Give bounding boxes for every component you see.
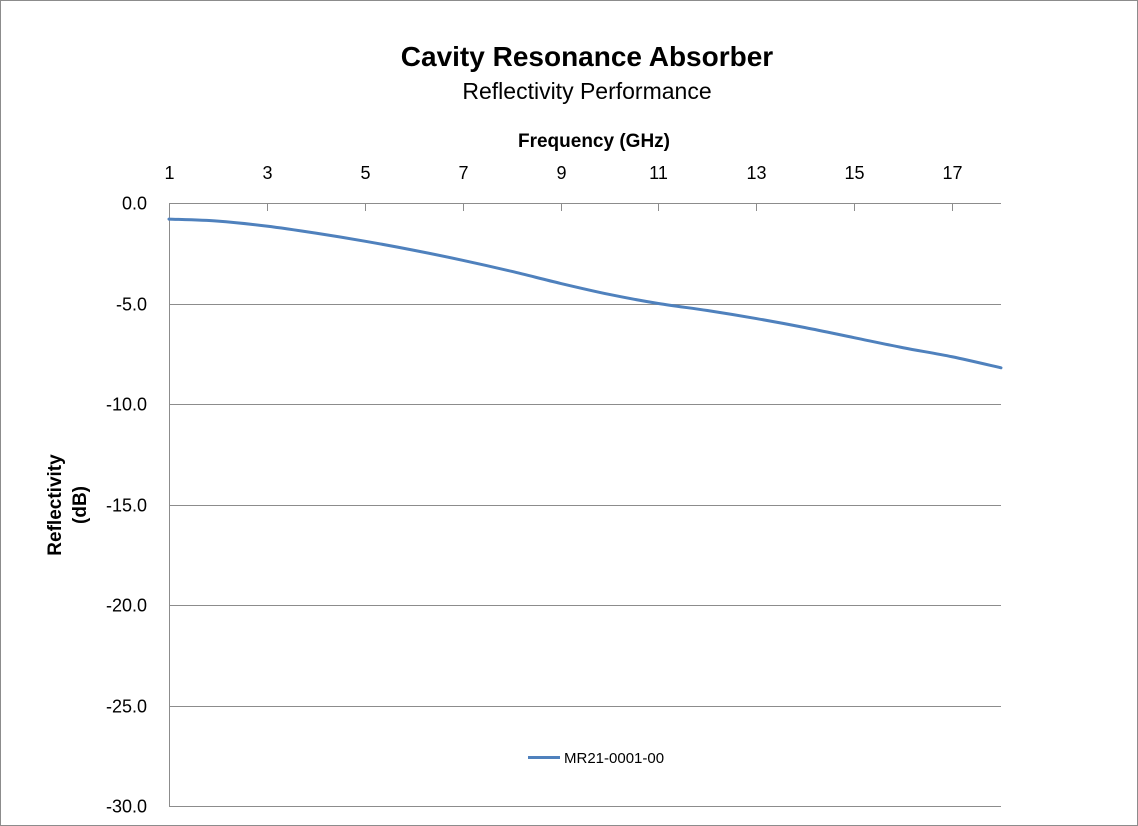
x-tick-label: 11 bbox=[649, 163, 668, 183]
y-tick-label: 0.0 bbox=[122, 194, 147, 214]
y-tick-label: -15.0 bbox=[106, 496, 147, 516]
y-tick-label: -30.0 bbox=[106, 797, 147, 817]
chart-title: Cavity Resonance Absorber bbox=[401, 41, 774, 72]
y-tick-label: -25.0 bbox=[106, 697, 147, 717]
x-tick-label: 9 bbox=[556, 163, 566, 183]
grid bbox=[169, 203, 1001, 807]
x-tick-label: 17 bbox=[942, 163, 962, 183]
y-axis-title-line-2: (dB) bbox=[70, 486, 91, 524]
axes: 0.0-5.0-10.0-15.0-20.0-25.0-30.01 3 5 7 9 11 1… bbox=[106, 163, 963, 817]
y-tick-label: -20.0 bbox=[106, 596, 147, 616]
series-line bbox=[167, 217, 1003, 370]
series-layer bbox=[167, 217, 1003, 370]
legend-label: MR21-0001-00 bbox=[564, 750, 664, 767]
y-axis-title: Reflectivity (dB) bbox=[45, 454, 91, 556]
x-tick-label: 13 bbox=[746, 163, 766, 183]
y-tick-label: -10.0 bbox=[106, 395, 147, 415]
x-axis-title: Frequency (GHz) bbox=[518, 131, 670, 152]
x-tick-label: 7 bbox=[458, 163, 468, 183]
x-tick-label: 15 bbox=[844, 163, 864, 183]
y-tick-label: -5.0 bbox=[116, 295, 147, 315]
x-tick-label: 5 bbox=[360, 163, 370, 183]
legend: MR21-0001-00 bbox=[528, 750, 664, 767]
chart-subtitle: Reflectivity Performance bbox=[462, 78, 711, 104]
x-tick-label: 1 bbox=[164, 163, 174, 183]
x-tick-label: 3 bbox=[262, 163, 272, 183]
y-axis-title-line-1: Reflectivity bbox=[45, 454, 66, 556]
